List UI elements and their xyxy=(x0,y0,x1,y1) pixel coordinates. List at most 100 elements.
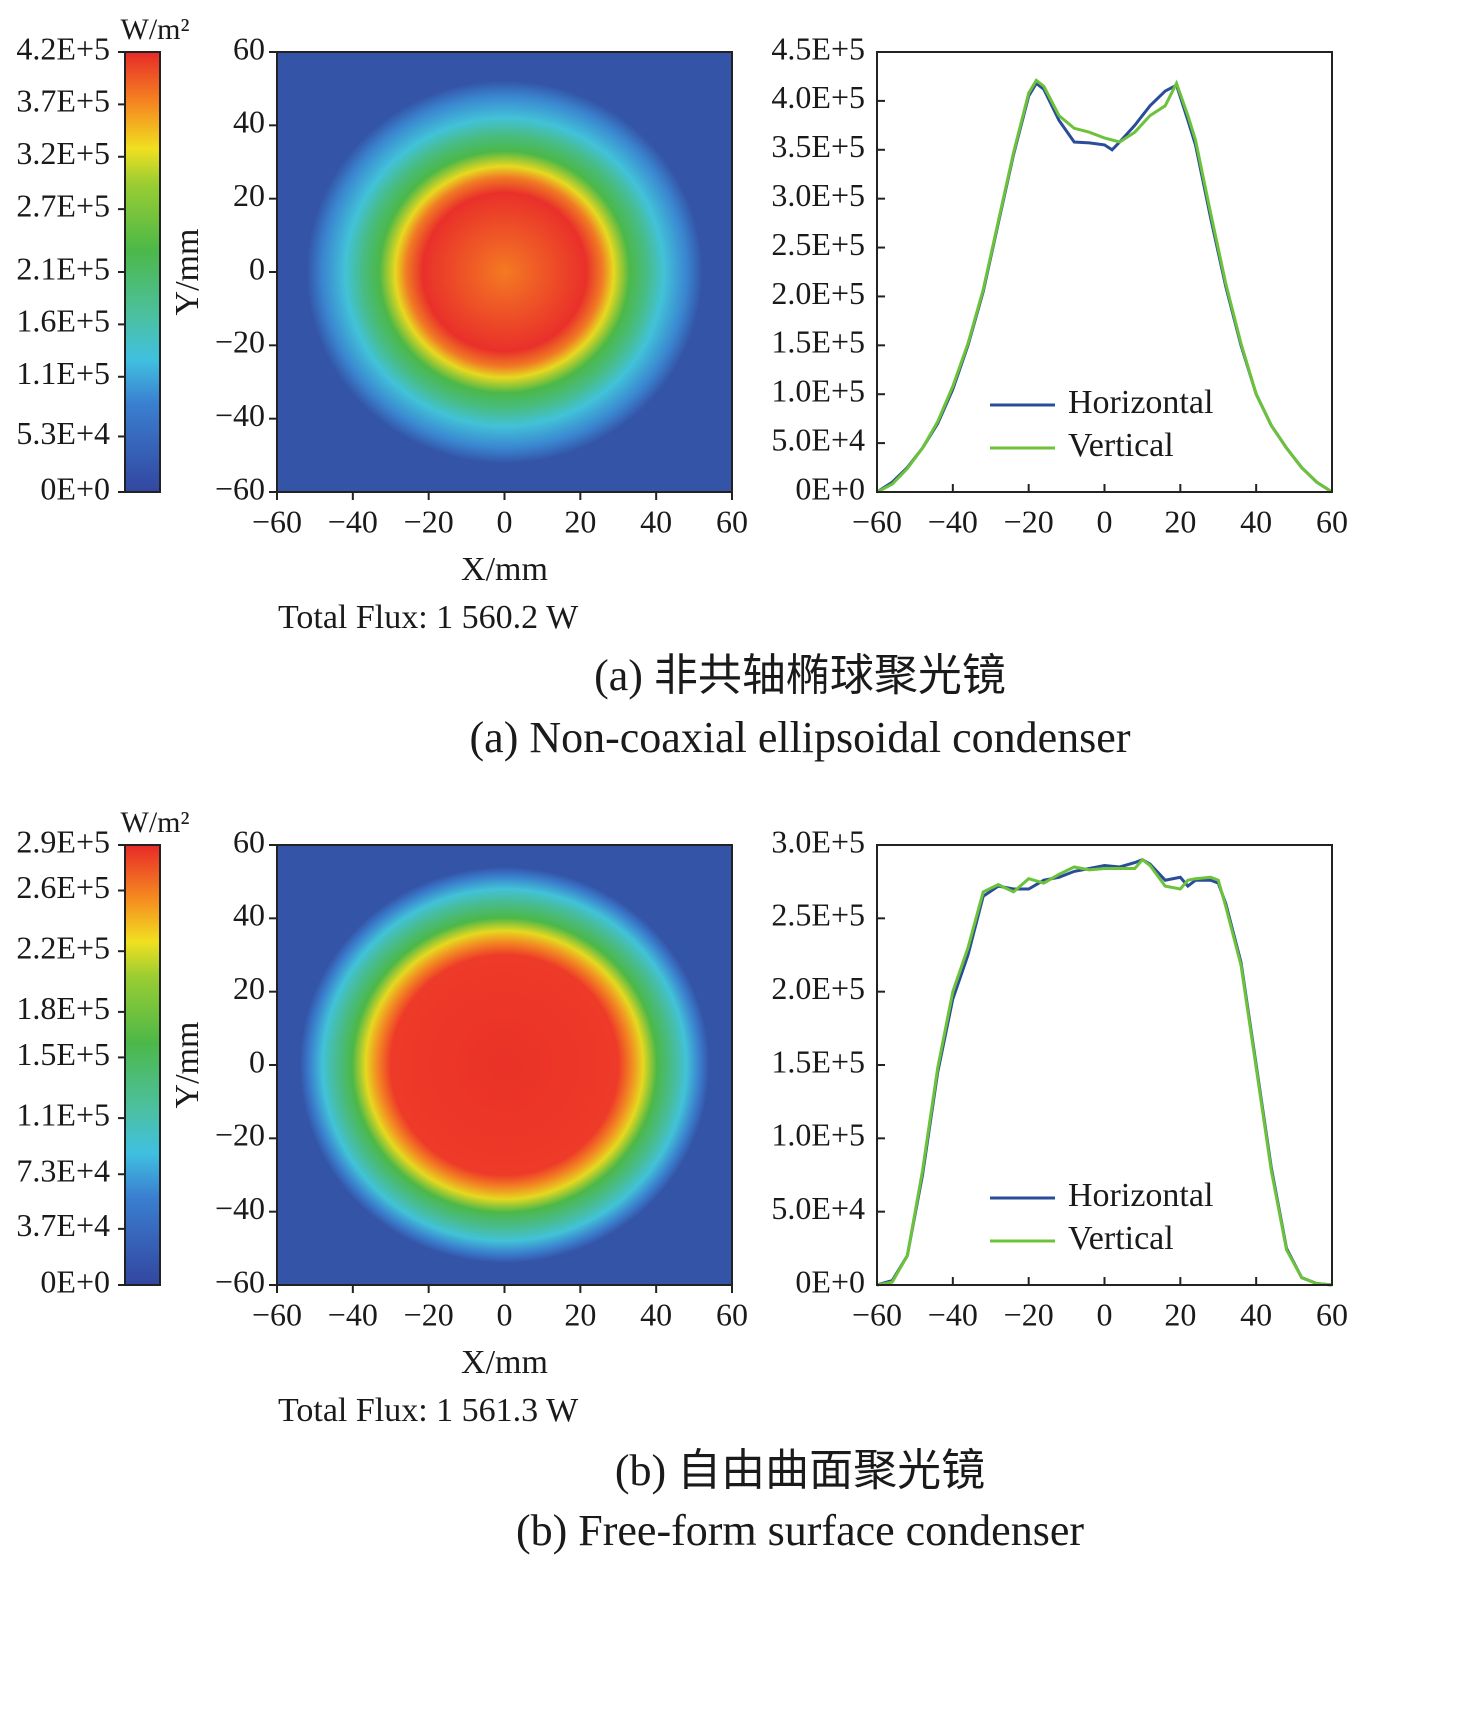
colorbar-label: W/m² xyxy=(121,13,190,46)
x-tick-label: 20 xyxy=(1164,1296,1196,1332)
caption-zh: (a) 非共轴椭球聚光镜 xyxy=(594,651,1006,700)
x-tick-label: −20 xyxy=(1004,1296,1054,1332)
colorbar-tick-label: 1.1E+5 xyxy=(16,1096,110,1132)
colorbar-tick-label: 0E+0 xyxy=(40,1263,110,1299)
x-axis-label: X/mm xyxy=(461,1344,548,1381)
x-tick-label: 60 xyxy=(716,1296,748,1332)
x-tick-label: −40 xyxy=(928,1296,978,1332)
y-tick-label: 0 xyxy=(249,1043,265,1079)
y-tick-label: 3.0E+5 xyxy=(771,177,865,213)
series-line xyxy=(876,857,1333,1287)
colorbar xyxy=(124,51,161,493)
y-tick-label: 0E+0 xyxy=(795,470,865,506)
x-tick-label: −20 xyxy=(404,1296,454,1332)
y-tick-label: 1.0E+5 xyxy=(771,373,865,409)
x-tick-label: −20 xyxy=(404,503,454,539)
colorbar-tick-label: 5.3E+4 xyxy=(16,415,110,451)
x-axis-label: X/mm xyxy=(461,551,548,588)
y-tick-label: 4.0E+5 xyxy=(771,79,865,115)
colorbar-tick-label: 1.1E+5 xyxy=(16,355,110,391)
y-tick-label: 1.5E+5 xyxy=(771,1043,865,1079)
colorbar-tick-label: 1.8E+5 xyxy=(16,990,110,1026)
y-tick-label: 20 xyxy=(233,177,265,213)
colorbar-tick-label: 1.5E+5 xyxy=(16,1036,110,1072)
legend-label: Vertical xyxy=(1068,1220,1174,1257)
y-tick-label: −40 xyxy=(215,1190,265,1226)
x-tick-label: 60 xyxy=(1316,503,1348,539)
y-tick-label: −20 xyxy=(215,1117,265,1153)
y-tick-label: 0 xyxy=(249,250,265,286)
y-tick-label: 60 xyxy=(233,30,265,66)
y-tick-label: 0E+0 xyxy=(795,1263,865,1299)
colorbar-tick-label: 2.9E+5 xyxy=(16,823,110,859)
colorbar-tick-label: 2.1E+5 xyxy=(16,250,110,286)
y-axis-label: Y/mm xyxy=(169,1022,206,1109)
x-tick-label: −60 xyxy=(252,503,302,539)
x-tick-label: 20 xyxy=(564,1296,596,1332)
colorbar-tick-label: 0E+0 xyxy=(40,470,110,506)
total-flux: Total Flux: 1 561.3 W xyxy=(278,1392,579,1429)
y-tick-label: −60 xyxy=(215,1263,265,1299)
y-tick-label: 5.0E+4 xyxy=(771,1190,865,1226)
heatmap xyxy=(277,845,732,1285)
colorbar-tick-label: 4.2E+5 xyxy=(16,30,110,66)
legend-label: Horizontal xyxy=(1068,384,1213,421)
x-tick-label: −20 xyxy=(1004,503,1054,539)
y-tick-label: 3.0E+5 xyxy=(771,823,865,859)
y-tick-label: −20 xyxy=(215,324,265,360)
plot-frame xyxy=(876,844,1333,1286)
colorbar-tick-label: 2.6E+5 xyxy=(16,869,110,905)
x-tick-label: 60 xyxy=(716,503,748,539)
total-flux: Total Flux: 1 560.2 W xyxy=(278,599,579,636)
caption-en: (a) Non-coaxial ellipsoidal condenser xyxy=(470,713,1131,762)
x-tick-label: 40 xyxy=(1240,1296,1272,1332)
legend-label: Horizontal xyxy=(1068,1177,1213,1214)
colorbar-tick-label: 2.7E+5 xyxy=(16,187,110,223)
y-tick-label: 1.0E+5 xyxy=(771,1117,865,1153)
plot-frame xyxy=(876,51,1333,493)
x-tick-label: −40 xyxy=(928,503,978,539)
y-tick-label: 20 xyxy=(233,970,265,1006)
colorbar-label: W/m² xyxy=(121,806,190,839)
y-tick-label: 40 xyxy=(233,104,265,140)
y-axis-label: Y/mm xyxy=(169,229,206,316)
y-tick-label: −60 xyxy=(215,470,265,506)
colorbar-tick-label: 3.7E+5 xyxy=(16,83,110,119)
x-tick-label: −60 xyxy=(852,1296,902,1332)
x-tick-label: 0 xyxy=(1097,503,1113,539)
colorbar-tick-label: 2.2E+5 xyxy=(16,930,110,966)
x-tick-label: 20 xyxy=(564,503,596,539)
x-tick-label: −60 xyxy=(852,503,902,539)
heatmap xyxy=(277,52,732,492)
colorbar-tick-label: 7.3E+4 xyxy=(16,1153,110,1189)
x-tick-label: 60 xyxy=(1316,1296,1348,1332)
x-tick-label: 40 xyxy=(640,1296,672,1332)
colorbar-tick-label: 1.6E+5 xyxy=(16,303,110,339)
x-tick-label: 0 xyxy=(1097,1296,1113,1332)
x-tick-label: 40 xyxy=(640,503,672,539)
y-tick-label: 2.0E+5 xyxy=(771,275,865,311)
x-tick-label: 20 xyxy=(1164,503,1196,539)
y-tick-label: 40 xyxy=(233,897,265,933)
y-tick-label: 2.0E+5 xyxy=(771,970,865,1006)
y-tick-label: 1.5E+5 xyxy=(771,324,865,360)
x-tick-label: −60 xyxy=(252,1296,302,1332)
y-tick-label: 60 xyxy=(233,823,265,859)
y-tick-label: 2.5E+5 xyxy=(771,897,865,933)
legend-label: Vertical xyxy=(1068,427,1174,464)
caption-en: (b) Free-form surface condenser xyxy=(516,1506,1084,1555)
series-line xyxy=(876,78,1333,494)
x-tick-label: −40 xyxy=(328,503,378,539)
y-tick-label: 4.5E+5 xyxy=(771,30,865,66)
y-tick-label: 2.5E+5 xyxy=(771,226,865,262)
y-tick-label: 5.0E+4 xyxy=(771,421,865,457)
x-tick-label: 0 xyxy=(497,1296,513,1332)
y-tick-label: 3.5E+5 xyxy=(771,128,865,164)
colorbar xyxy=(124,844,161,1286)
x-tick-label: −40 xyxy=(328,1296,378,1332)
y-tick-label: −40 xyxy=(215,397,265,433)
colorbar-tick-label: 3.2E+5 xyxy=(16,135,110,171)
caption-zh: (b) 自由曲面聚光镜 xyxy=(615,1446,985,1495)
